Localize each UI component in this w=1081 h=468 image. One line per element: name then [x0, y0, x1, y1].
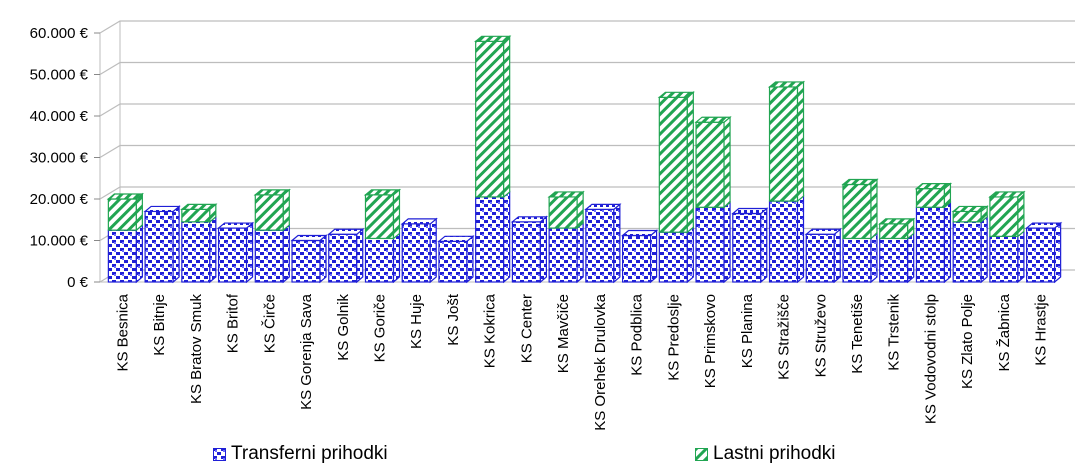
bar-lastni-prihodki [988, 190, 1026, 238]
x-tick-label: KS Goriče [371, 294, 388, 362]
bar-transferni-prihodki [731, 207, 769, 284]
y-tick-label: 60.000 € [30, 25, 89, 42]
legend-item-lastni: Lastni prihodki [695, 443, 836, 465]
bar-transferni-prihodki [107, 223, 143, 284]
bar-transferni-prihodki [768, 194, 805, 284]
y-tick-label: 0 € [67, 274, 89, 291]
gridline [99, 20, 1075, 34]
gridline [99, 103, 1075, 117]
x-tick-label: KS Bratov Smuk [188, 294, 205, 405]
y-tick-label: 50.000 € [30, 67, 89, 84]
x-tick-label: KS Huje [408, 294, 425, 349]
x-tick-label: KS Predoslje [665, 294, 682, 381]
bar-lastni-prihodki [878, 217, 916, 240]
legend-label-lastni: Lastni prihodki [713, 443, 836, 464]
bar-transferni-prihodki [290, 234, 328, 284]
y-tick-label: 10.000 € [30, 233, 89, 250]
x-tick-label: KS Besnica [114, 293, 131, 371]
x-tick-label: KS Struževo [812, 294, 829, 377]
bar-transferni-prihodki [400, 217, 438, 284]
x-tick-label: KS Hrastje [1033, 294, 1050, 366]
y-tick-label: 40.000 € [30, 108, 89, 125]
x-axis: KS Besnica KS Bitnje KS Bratov Smuk KS Brit… [114, 293, 1049, 431]
bar-lastni-prihodki [253, 188, 291, 232]
bar-transferni-prihodki [254, 223, 290, 284]
bar-transferni-prihodki [695, 201, 731, 284]
bar-transferni-prihodki [216, 221, 255, 284]
x-tick-label: KS Žabnica [996, 293, 1013, 371]
bar-transferni-prihodki [584, 203, 622, 284]
bar-transferni-prihodki [548, 221, 584, 284]
bar-transferni-prihodki [915, 201, 952, 284]
bars [106, 35, 1063, 284]
legend-item-transferni: Transferni prihodki [213, 443, 388, 465]
y-tick-label: 20.000 € [30, 191, 89, 208]
bar-lastni-prihodki [657, 91, 695, 234]
bar-lastni-prihodki [951, 205, 989, 224]
legend-label-transferni: Transferni prihodki [231, 443, 388, 464]
x-tick-label: KS Tenetiše [849, 294, 866, 374]
legend-swatch-lastni [695, 447, 708, 461]
bar-lastni-prihodki [106, 192, 145, 232]
bar-transferni-prihodki [327, 227, 365, 284]
bar-transferni-prihodki [510, 215, 549, 284]
bar-transferni-prihodki [804, 227, 842, 284]
legend-swatch-transferni [213, 447, 226, 461]
bar-transferni-prihodki [143, 205, 181, 284]
bar-transferni-prihodki [181, 215, 217, 284]
x-tick-label: KS Kokrica [482, 293, 499, 368]
y-tick-label: 30.000 € [30, 150, 89, 167]
bar-lastni-prihodki [767, 80, 806, 203]
x-tick-label: KS Trstenik [886, 294, 903, 371]
x-tick-label: KS Čirče [261, 294, 278, 353]
x-tick-label: KS Bitnje [151, 294, 168, 356]
gridline [99, 144, 1075, 159]
x-tick-label: KS Golnik [335, 294, 352, 361]
bar-lastni-prihodki [694, 115, 732, 209]
y-axis: 0 € 10.000 € 20.000 € 30.000 € 40.000 € 50.00… [30, 25, 100, 291]
bar-transferni-prihodki [658, 225, 694, 284]
bar-lastni-prihodki [363, 188, 402, 240]
x-tick-label: KS Zlato Polje [959, 294, 976, 389]
gridline [99, 61, 1075, 76]
bar-transferni-prihodki [879, 232, 915, 284]
bar-transferni-prihodki [1024, 221, 1063, 284]
x-tick-label: KS Stražišče [776, 294, 793, 380]
x-tick-label: KS Podblica [629, 293, 646, 375]
x-tick-label: KS Primskovo [702, 294, 719, 388]
x-tick-label: KS Center [518, 294, 535, 363]
bar-transferni-prihodki [475, 190, 511, 284]
bar-lastni-prihodki [180, 203, 218, 224]
x-tick-label: KS Mavčiče [555, 294, 572, 373]
x-tick-label: KS Gorenja Sava [298, 293, 315, 410]
bar-lastni-prihodki [547, 190, 585, 230]
x-tick-label: KS Orehek Drulovka [592, 293, 609, 430]
bar-lastni-prihodki [914, 182, 953, 209]
x-tick-label: KS Britof [225, 293, 242, 353]
bar-transferni-prihodki [989, 230, 1025, 284]
x-tick-label: KS Vodovodni stolp [922, 294, 939, 424]
bar-lastni-prihodki [841, 178, 879, 240]
bar-lastni-prihodki [474, 35, 512, 199]
x-tick-label: KS Planina [739, 293, 756, 368]
bar-transferni-prihodki [842, 232, 878, 284]
bar-transferni-prihodki [364, 232, 401, 284]
bar-transferni-prihodki [952, 215, 988, 284]
x-tick-label: KS Jošt [445, 293, 462, 346]
bar-transferni-prihodki [620, 229, 659, 284]
bar-transferni-prihodki [437, 235, 475, 284]
